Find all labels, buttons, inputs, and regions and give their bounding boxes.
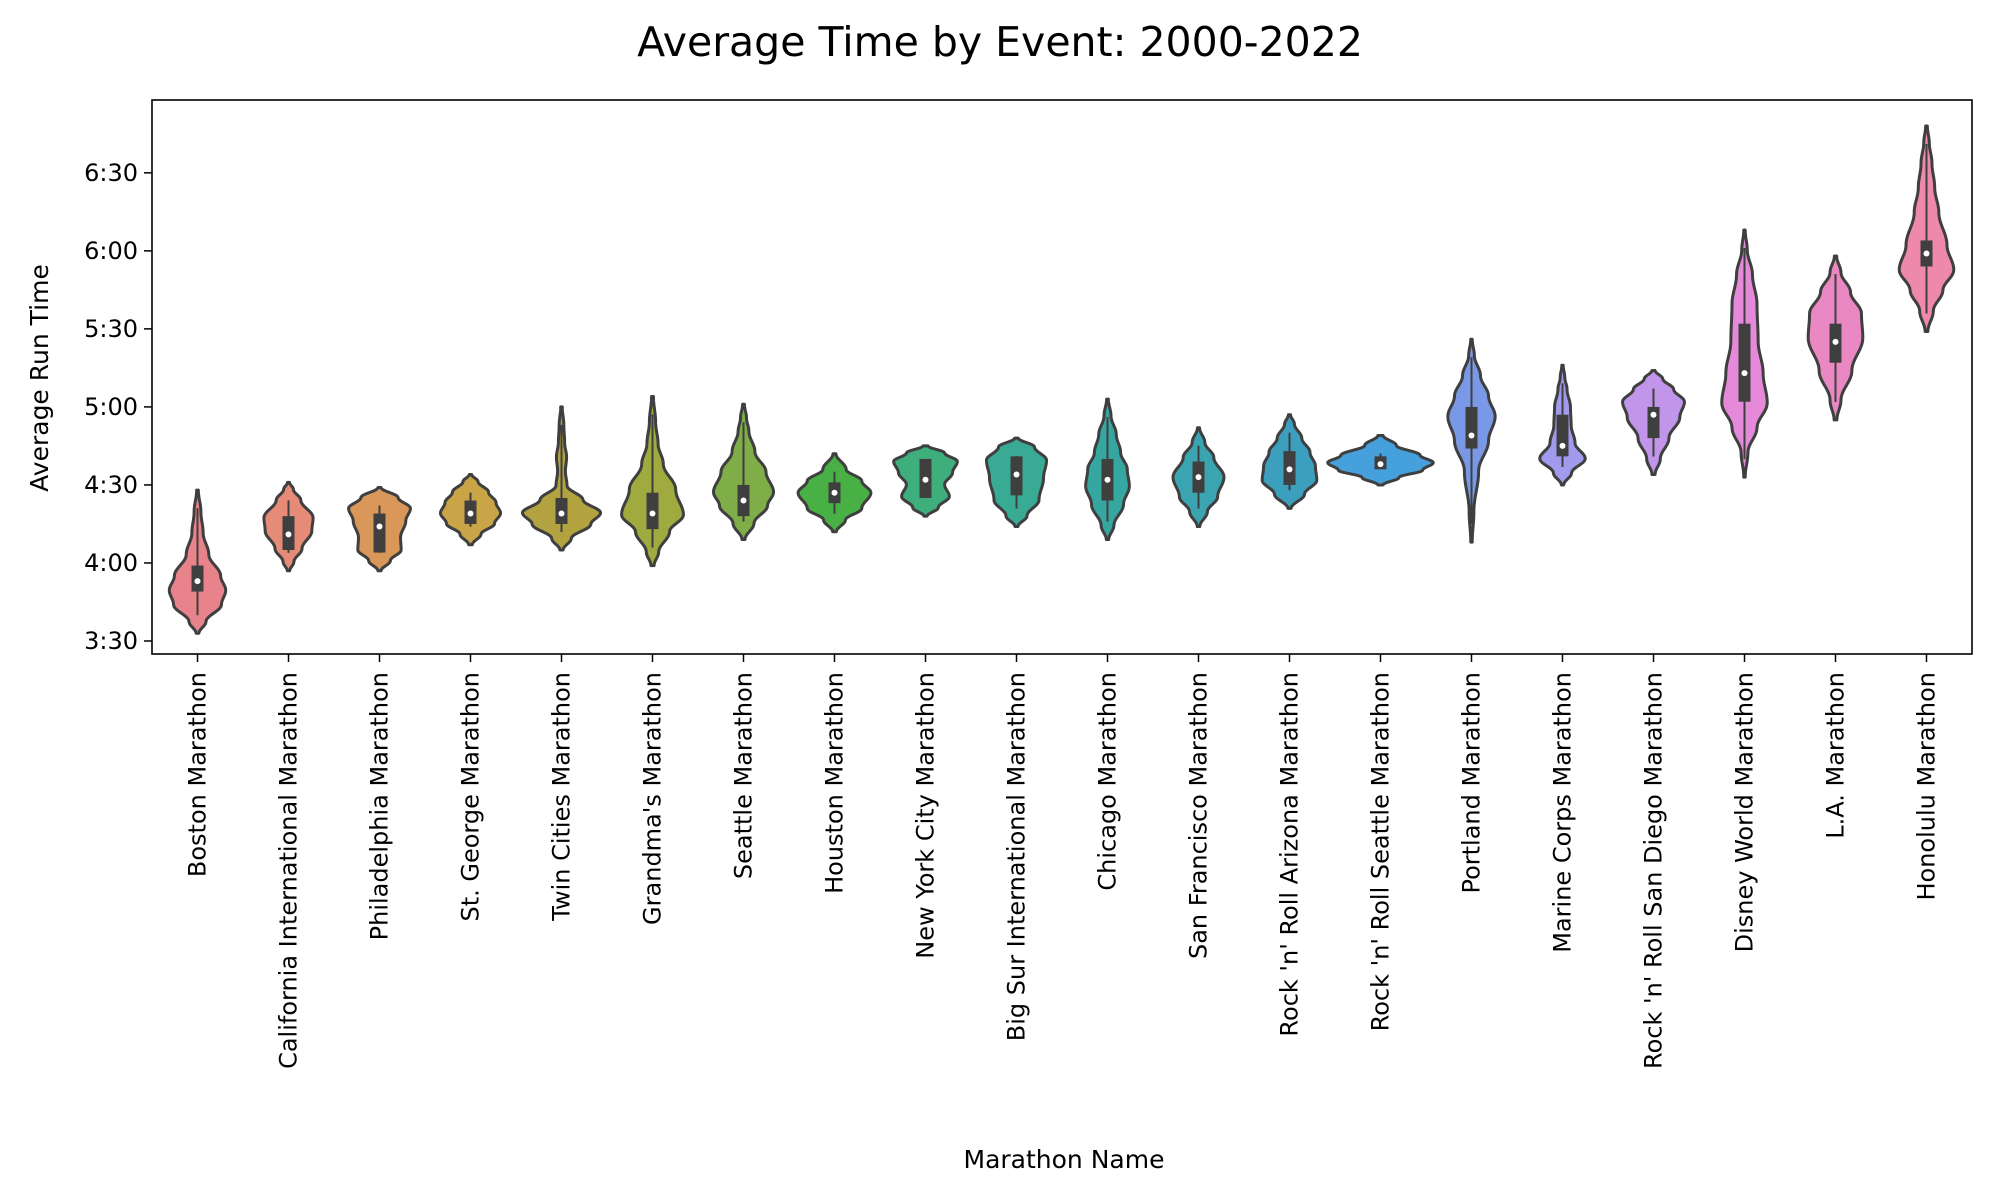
violin-median-dot [1377, 461, 1384, 468]
violin-median-dot [1832, 338, 1839, 345]
violin-median-dot [1923, 250, 1930, 257]
y-tick-label: 6:30 [84, 159, 138, 187]
violin-median-dot [467, 510, 474, 517]
y-tick-label: 4:00 [84, 549, 138, 577]
violin-median-dot [1650, 411, 1657, 418]
violin-median-dot [285, 531, 292, 538]
x-tick-label: Boston Marathon [184, 672, 212, 877]
x-tick-label: Marine Corps Marathon [1549, 672, 1577, 953]
violin-iqr-box [1556, 414, 1569, 457]
x-tick-label: Philadelphia Marathon [366, 672, 394, 940]
y-tick-label: 6:00 [84, 237, 138, 265]
violin-median-dot [1195, 474, 1202, 481]
x-tick-label: Honolulu Marathon [1913, 672, 1941, 901]
violin-median-dot [831, 489, 838, 496]
violin-median-dot [558, 510, 565, 517]
violin-iqr-box [1738, 323, 1751, 402]
plot-frame [151, 99, 1973, 655]
violin-median-dot [1286, 466, 1293, 473]
y-axis: 3:30 4:00 4:30 5:00 5:30 6:00 6:30 [84, 159, 152, 655]
x-tick-label: Portland Marathon [1458, 672, 1486, 894]
x-tick-label: Rock 'n' Roll Seattle Marathon [1367, 672, 1395, 1031]
y-tick-label: 4:30 [84, 471, 138, 499]
y-tick-label: 3:30 [84, 627, 138, 655]
violin-median-dot [1559, 442, 1566, 449]
y-tick-label: 5:00 [84, 393, 138, 421]
violin-median-dot [1104, 476, 1111, 483]
x-tick-label: Disney World Marathon [1731, 672, 1759, 952]
chart-title: Average Time by Event: 2000-2022 [637, 18, 1363, 66]
x-tick-label: Grandma's Marathon [639, 672, 667, 925]
x-axis: Boston Marathon California International … [184, 654, 1941, 1069]
x-tick-label: Seattle Marathon [730, 672, 758, 879]
x-tick-label: New York City Marathon [912, 672, 940, 959]
violin-median-dot [649, 510, 656, 517]
x-tick-label: California International Marathon [275, 672, 303, 1069]
violin-median-dot [922, 476, 929, 483]
x-tick-label: L.A. Marathon [1822, 672, 1850, 839]
violin-median-dot [194, 578, 201, 585]
x-tick-label: Chicago Marathon [1094, 672, 1122, 891]
violin-iqr-box [1465, 406, 1478, 449]
violin-iqr-box [1647, 406, 1660, 439]
y-axis-label: Average Run Time [25, 264, 54, 492]
violin-median-dot [1468, 432, 1475, 439]
violin-group [167, 124, 1956, 635]
y-tick-label: 5:30 [84, 315, 138, 343]
violin-median-dot [1013, 471, 1020, 478]
x-tick-label: Rock 'n' Roll Arizona Marathon [1276, 672, 1304, 1037]
violin-median-dot [376, 523, 383, 530]
x-tick-label: Big Sur International Marathon [1003, 672, 1031, 1041]
violin-iqr-box [373, 513, 386, 553]
violin-median-dot [740, 497, 747, 504]
x-tick-label: Twin Cities Marathon [548, 672, 576, 922]
x-tick-label: Rock 'n' Roll San Diego Marathon [1640, 672, 1668, 1069]
violin-median-dot [1741, 370, 1748, 377]
x-axis-label: Marathon Name [964, 1145, 1165, 1174]
x-tick-label: Houston Marathon [821, 672, 849, 894]
x-tick-label: St. George Marathon [457, 672, 485, 922]
x-tick-label: San Francisco Marathon [1185, 672, 1213, 959]
